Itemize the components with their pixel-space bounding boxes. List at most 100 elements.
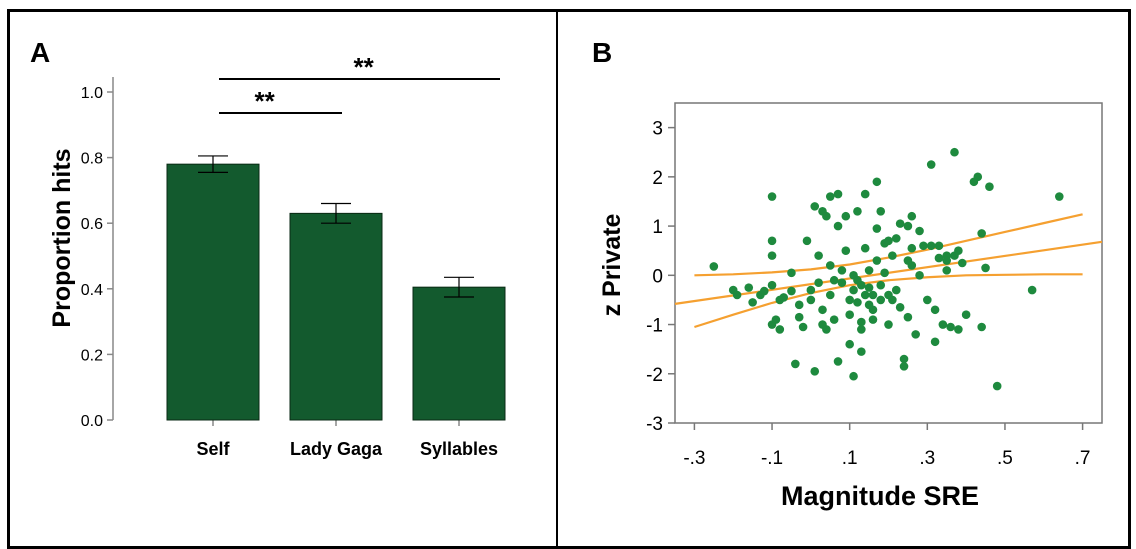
panel-b: B z Private Magnitude SRE -3-2-10123-.3-… (592, 37, 1103, 511)
data-point (841, 211, 851, 221)
panel-a-label: A (30, 37, 50, 68)
bar (166, 163, 260, 421)
data-point (930, 305, 940, 315)
data-point (759, 286, 769, 296)
data-point (891, 234, 901, 243)
data-point (767, 192, 777, 201)
data-point (899, 362, 909, 371)
data-point (767, 236, 777, 246)
data-point (849, 371, 858, 381)
data-point (822, 325, 831, 334)
panel-a-significance: ** ** (219, 52, 500, 116)
data-point (833, 189, 843, 199)
significance-label: ** (255, 86, 276, 116)
data-point (767, 251, 777, 260)
data-point (872, 224, 882, 233)
data-point (709, 262, 719, 271)
data-point (977, 229, 986, 238)
data-point (985, 182, 994, 191)
panel-b-x-axis-label: Magnitude SRE (781, 481, 979, 511)
data-point (880, 268, 889, 278)
panel-a: A Proportion hits 0.0 0.2 0.4 0.6 0.8 1.0 Self… (30, 37, 506, 459)
panel-b-x-tick-label: .3 (919, 448, 935, 469)
data-point (810, 202, 820, 211)
data-point (891, 285, 901, 295)
data-point (895, 219, 905, 228)
data-point (961, 310, 971, 319)
data-point (775, 325, 785, 334)
data-point (864, 283, 874, 292)
data-point (868, 315, 878, 324)
data-point (771, 315, 781, 324)
panel-b-axes: -3 -2 -1 0 1 2 3 -.3 -.1 .1 .3 .5 .7 (646, 102, 1103, 469)
panel-a-x-tick-label: Lady Gaga (290, 439, 383, 459)
data-point (814, 278, 823, 287)
data-point (876, 280, 886, 290)
data-point (857, 280, 866, 290)
panel-a-y-tick-label: 0.0 (81, 413, 103, 430)
data-point (934, 253, 944, 263)
panel-b-plot-frame (674, 102, 1103, 424)
data-point (1055, 192, 1064, 201)
panel-a-axes: 0.0 0.2 0.4 0.6 0.8 1.0 Self Lady Gaga Syllables (81, 77, 498, 459)
data-point (946, 322, 955, 332)
data-point (938, 320, 948, 329)
data-point (899, 354, 909, 364)
panel-b-label: B (592, 37, 612, 68)
data-point (814, 251, 823, 260)
data-point (930, 337, 940, 347)
panel-a-y-tick-label: 0.4 (81, 282, 103, 299)
panel-b-x-tick-label: -.3 (683, 448, 705, 469)
data-point (853, 298, 862, 307)
panel-a-y-axis-label: Proportion hits (48, 148, 76, 327)
bar (412, 286, 506, 421)
figure-canvas: A Proportion hits 0.0 0.2 0.4 0.6 0.8 1.0 Self… (30, 37, 1103, 511)
panel-b-y-tick-label: 0 (652, 266, 663, 287)
data-point (942, 266, 952, 275)
data-point (1027, 285, 1037, 295)
data-point (895, 303, 905, 312)
data-point (787, 286, 796, 296)
panel-b-x-tick-label: .7 (1075, 448, 1091, 469)
data-point (868, 290, 878, 300)
panel-b-x-tick-label: -.1 (761, 448, 783, 469)
data-point (833, 221, 843, 231)
panel-divider (556, 9, 558, 549)
data-point (779, 293, 788, 302)
data-point (868, 305, 878, 315)
data-point (860, 189, 870, 199)
data-point (732, 290, 742, 300)
panel-b-y-tick-label: 1 (652, 217, 663, 238)
confidence-band-lower (694, 273, 1083, 329)
data-point (934, 241, 944, 251)
panel-a-bars (166, 155, 506, 421)
data-point (884, 320, 893, 329)
data-point (872, 177, 882, 187)
data-point (907, 261, 917, 270)
data-point (907, 211, 917, 221)
data-point (802, 236, 812, 246)
data-point (926, 160, 936, 169)
data-point (767, 280, 777, 290)
data-point (837, 278, 847, 287)
data-point (923, 295, 932, 305)
panel-b-y-axis-label: z Private (598, 213, 626, 316)
data-point (857, 317, 866, 327)
data-point (849, 285, 858, 295)
data-point (992, 381, 1002, 391)
panel-a-y-tick-label: 0.2 (81, 347, 103, 364)
data-point (915, 226, 924, 236)
data-point (888, 295, 897, 305)
data-point (903, 221, 913, 231)
panel-b-y-tick-label: 3 (652, 119, 663, 140)
data-point (833, 357, 843, 366)
data-point (954, 325, 963, 334)
data-point (744, 283, 754, 292)
panel-a-y-tick-label: 0.6 (81, 216, 103, 233)
data-point (810, 367, 820, 376)
significance-label: ** (354, 52, 375, 82)
data-point (907, 243, 917, 253)
data-point (911, 330, 920, 339)
panel-a-y-tick-label: 0.8 (81, 151, 103, 168)
data-point (806, 295, 816, 305)
